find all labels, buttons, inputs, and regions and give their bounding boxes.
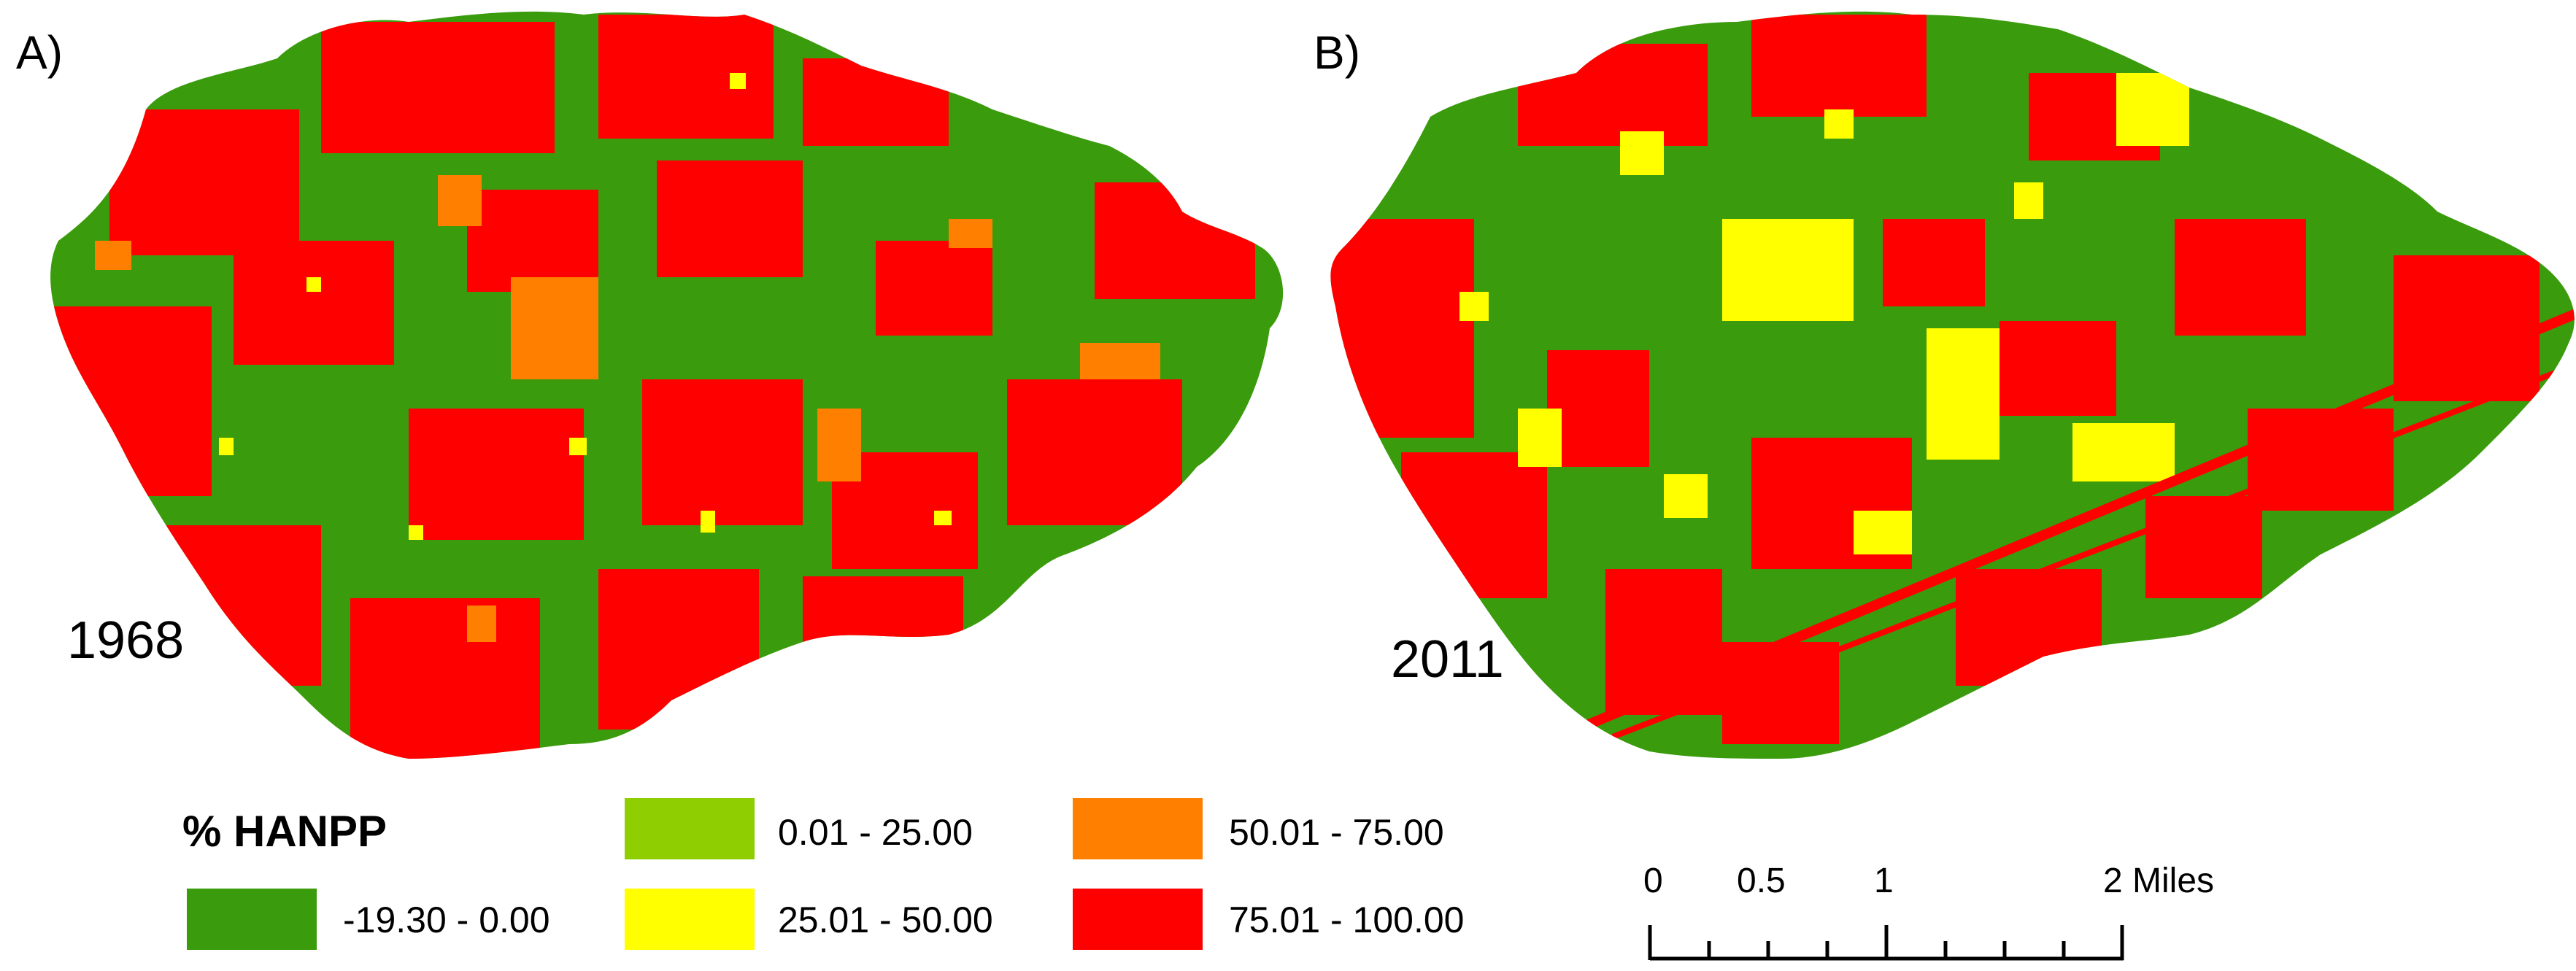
map-1968 xyxy=(50,11,1284,759)
scale-label-2-miles: 2 Miles xyxy=(2103,862,2215,900)
legend-swatch-0-25 xyxy=(625,798,755,859)
legend-swatch-neg-to-0 xyxy=(187,889,317,950)
legend-title: % HANPP xyxy=(182,807,387,856)
map-2011 xyxy=(1330,11,2575,759)
legend-label-75-100: 75.01 - 100.00 xyxy=(1229,900,1465,940)
legend-label-neg-to-0: -19.30 - 0.00 xyxy=(343,900,550,940)
scale-label-0: 0 xyxy=(1643,862,1663,900)
legend-label-25-50: 25.01 - 50.00 xyxy=(778,900,993,940)
legend-swatch-25-50 xyxy=(625,889,755,950)
scale-label-1: 1 xyxy=(1874,862,1894,900)
year-1968: 1968 xyxy=(67,611,185,670)
scale-label-0-5: 0.5 xyxy=(1737,862,1786,900)
legend-swatch-50-75 xyxy=(1073,798,1203,859)
panel-b-label: B) xyxy=(1314,26,1360,79)
legend-label-50-75: 50.01 - 75.00 xyxy=(1229,812,1444,853)
scale-bar-graphic xyxy=(1648,925,2124,961)
legend-swatch-75-100 xyxy=(1073,889,1203,950)
year-2011: 2011 xyxy=(1391,630,1504,689)
panel-a-label: A) xyxy=(16,26,63,79)
legend-label-0-25: 0.01 - 25.00 xyxy=(778,812,973,853)
